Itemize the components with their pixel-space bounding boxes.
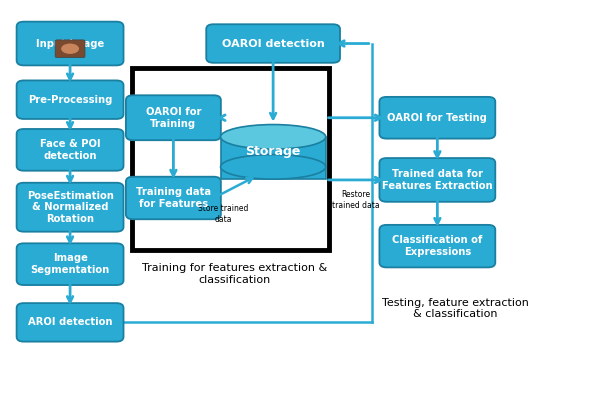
FancyBboxPatch shape bbox=[206, 24, 340, 63]
FancyBboxPatch shape bbox=[55, 40, 85, 57]
Text: Storage: Storage bbox=[245, 145, 301, 158]
Text: OAROI for Testing: OAROI for Testing bbox=[388, 113, 487, 123]
Text: Testing, feature extraction
& classification: Testing, feature extraction & classifica… bbox=[382, 297, 529, 319]
Text: AROI detection: AROI detection bbox=[28, 318, 112, 327]
Ellipse shape bbox=[61, 44, 79, 54]
Text: Training data
for Features: Training data for Features bbox=[136, 187, 211, 209]
Bar bbox=[131, 67, 329, 250]
FancyBboxPatch shape bbox=[379, 97, 495, 139]
FancyBboxPatch shape bbox=[17, 303, 124, 342]
FancyBboxPatch shape bbox=[126, 177, 221, 219]
FancyBboxPatch shape bbox=[379, 225, 495, 267]
Text: PoseEstimation
& Normalized
Rotation: PoseEstimation & Normalized Rotation bbox=[26, 191, 113, 224]
Ellipse shape bbox=[221, 155, 326, 179]
FancyBboxPatch shape bbox=[379, 158, 495, 202]
Text: Face & POI
detection: Face & POI detection bbox=[40, 139, 100, 161]
FancyBboxPatch shape bbox=[17, 129, 124, 171]
FancyBboxPatch shape bbox=[17, 80, 124, 119]
FancyBboxPatch shape bbox=[126, 95, 221, 140]
Text: Input Image: Input Image bbox=[36, 38, 104, 48]
FancyBboxPatch shape bbox=[17, 22, 124, 65]
Text: OAROI for
Training: OAROI for Training bbox=[146, 107, 201, 128]
Text: OAROI detection: OAROI detection bbox=[222, 38, 325, 48]
Text: Training for features extraction &
classification: Training for features extraction & class… bbox=[142, 263, 327, 285]
Text: Image
Segmentation: Image Segmentation bbox=[31, 253, 110, 275]
Text: Pre-Processing: Pre-Processing bbox=[28, 95, 112, 105]
FancyBboxPatch shape bbox=[17, 243, 124, 285]
FancyBboxPatch shape bbox=[17, 183, 124, 231]
Text: Restore
trained data: Restore trained data bbox=[332, 190, 380, 210]
Bar bbox=[221, 137, 326, 179]
Ellipse shape bbox=[221, 124, 326, 149]
Text: Store trained
data: Store trained data bbox=[198, 204, 248, 224]
Text: Trained data for
Features Extraction: Trained data for Features Extraction bbox=[382, 169, 493, 191]
Text: Classification of
Expressions: Classification of Expressions bbox=[392, 236, 482, 257]
